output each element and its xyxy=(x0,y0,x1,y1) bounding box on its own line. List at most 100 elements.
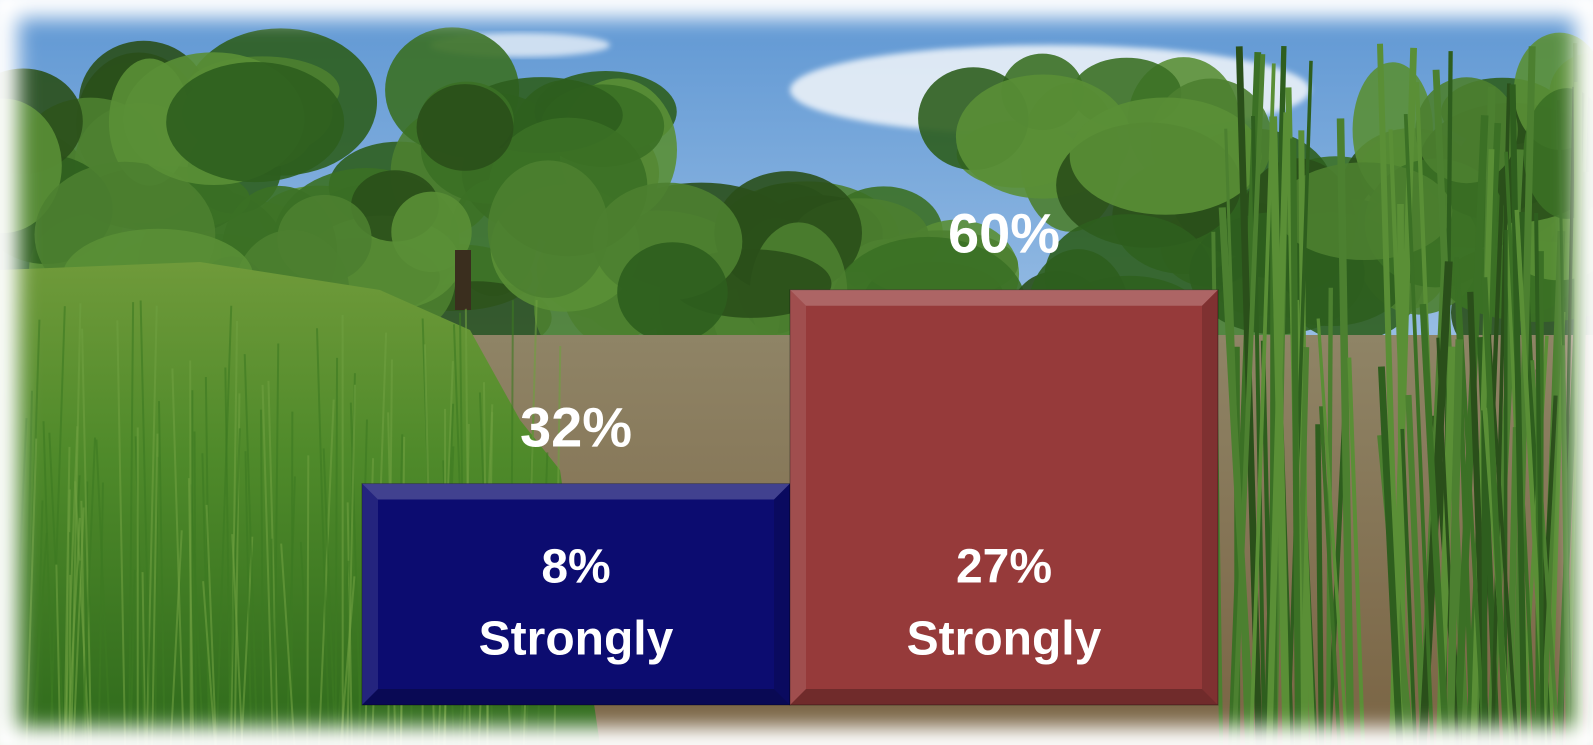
grass-blade xyxy=(55,564,62,745)
reed xyxy=(1218,207,1256,745)
grass-blade xyxy=(334,357,339,745)
tree-foliage xyxy=(1069,97,1262,215)
reed xyxy=(1231,54,1266,745)
grass-blade xyxy=(169,530,183,745)
grass-blade xyxy=(74,481,91,745)
grass-blade xyxy=(151,433,159,745)
reed xyxy=(1481,410,1488,745)
reed xyxy=(1453,115,1489,745)
grass-blade xyxy=(35,500,44,745)
reed xyxy=(1290,138,1302,745)
value-label: 32% xyxy=(520,395,632,458)
bar-bevel xyxy=(1202,289,1218,705)
reed xyxy=(1512,46,1536,745)
reed xyxy=(1534,212,1545,745)
reed xyxy=(1400,428,1418,745)
grass-blade xyxy=(215,305,233,745)
reed xyxy=(1530,360,1560,745)
grass-blade xyxy=(299,541,313,745)
grass-blade xyxy=(230,320,239,745)
grass-blade xyxy=(187,478,195,745)
value-label: 60% xyxy=(948,202,1060,265)
grass-blade xyxy=(129,569,136,745)
bar-bevel xyxy=(790,289,806,705)
strongly-text: Strongly xyxy=(479,613,674,666)
strongly-value-label: 8% xyxy=(541,541,610,594)
grass-blade xyxy=(240,536,254,745)
bar-bevel xyxy=(790,689,1218,705)
grass-blade xyxy=(81,437,97,745)
grass-blade xyxy=(171,368,185,745)
grass-blade xyxy=(128,302,135,745)
grass-blade xyxy=(72,507,85,745)
strongly-text: Strongly xyxy=(907,613,1102,666)
grass-blade xyxy=(306,455,310,745)
grass-blade xyxy=(205,504,217,745)
grass-blade xyxy=(339,576,356,745)
reed xyxy=(1487,334,1519,745)
grass-blade xyxy=(280,543,296,745)
bar-bevel xyxy=(790,289,1218,306)
grass-blade xyxy=(267,380,279,745)
grass-blade xyxy=(158,401,166,745)
grass-blade xyxy=(201,453,211,745)
grass-blade xyxy=(285,476,296,745)
reed xyxy=(1347,357,1365,745)
reed xyxy=(1505,427,1520,745)
reed xyxy=(1419,303,1450,745)
bar-bevel xyxy=(362,483,378,705)
grass-blade xyxy=(273,343,280,745)
tree-foliage xyxy=(487,160,609,298)
reed xyxy=(1318,406,1342,745)
reed xyxy=(1509,84,1528,745)
grass-blade xyxy=(315,328,331,745)
bar xyxy=(789,289,1219,706)
grass-blade xyxy=(231,534,244,745)
reed xyxy=(1481,277,1510,745)
bar-bevel xyxy=(774,483,790,705)
grass-blade xyxy=(189,484,205,745)
reed xyxy=(1269,116,1291,745)
grass-blade xyxy=(116,320,127,745)
grass-blade xyxy=(317,399,335,745)
bar-bevel xyxy=(362,483,790,500)
grass-blade xyxy=(202,581,216,745)
grass-blade xyxy=(31,532,48,745)
grass-blade xyxy=(244,451,253,745)
reed xyxy=(1336,118,1355,745)
grass-blade xyxy=(81,328,93,745)
grass-blade xyxy=(97,482,104,745)
reed xyxy=(1403,114,1435,745)
grass-blade xyxy=(95,439,112,745)
grass-blade xyxy=(23,390,33,745)
tree-foliage xyxy=(1415,77,1518,184)
tree-foliage xyxy=(391,191,472,273)
grass-blade xyxy=(25,438,38,745)
strongly-value-label: 27% xyxy=(956,541,1052,594)
reed xyxy=(1316,318,1349,745)
tree-trunk xyxy=(455,250,471,310)
grass-blade xyxy=(261,384,275,745)
bar xyxy=(361,483,791,706)
reed xyxy=(1377,366,1404,745)
tree-foliage xyxy=(416,84,514,171)
grass-blade xyxy=(243,354,259,745)
tree-foliage xyxy=(617,242,728,343)
grass-blade xyxy=(49,306,66,745)
reed xyxy=(1315,424,1325,745)
bars: 32% 8% Strongly 60% 27% Strongly xyxy=(361,202,1219,706)
reed xyxy=(1560,345,1571,745)
reed xyxy=(1446,339,1464,745)
grass-blade xyxy=(70,303,82,745)
grass-blade xyxy=(42,421,55,745)
grass-blade xyxy=(259,409,265,745)
tree-foliage xyxy=(166,61,345,183)
bar-bevel xyxy=(362,689,790,705)
grass-blade xyxy=(65,489,71,745)
grass-blade xyxy=(67,532,71,745)
reed xyxy=(1325,287,1333,745)
reed xyxy=(1286,60,1313,745)
grass-blade xyxy=(346,384,356,745)
grass-blade xyxy=(322,448,337,745)
